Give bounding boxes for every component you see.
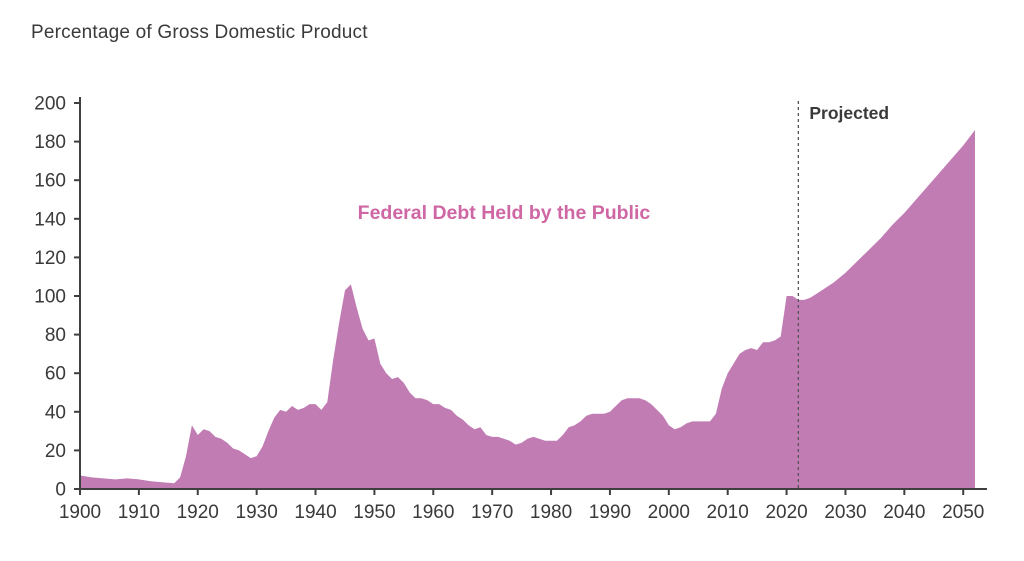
y-tick-label: 20 bbox=[45, 441, 66, 462]
x-tick-label: 2020 bbox=[765, 502, 807, 523]
x-tick-label: 1930 bbox=[236, 502, 278, 523]
y-tick-label: 140 bbox=[34, 209, 66, 230]
x-tick-label: 1990 bbox=[589, 502, 631, 523]
y-tick-label: 200 bbox=[34, 94, 66, 115]
y-tick-label: 60 bbox=[45, 364, 66, 385]
y-tick-label: 100 bbox=[34, 287, 66, 308]
x-tick-label: 1900 bbox=[59, 502, 101, 523]
x-tick-label: 1940 bbox=[294, 502, 336, 523]
x-tick-label: 1980 bbox=[530, 502, 572, 523]
y-tick-label: 160 bbox=[34, 171, 66, 192]
chart-title: Percentage of Gross Domestic Product bbox=[31, 22, 368, 43]
x-tick-label: 1950 bbox=[353, 502, 395, 523]
x-tick-label: 2050 bbox=[942, 502, 984, 523]
x-tick-label: 2040 bbox=[883, 502, 925, 523]
y-tick-label: 40 bbox=[45, 402, 66, 423]
x-tick-label: 1960 bbox=[412, 502, 454, 523]
x-tick-label: 2030 bbox=[824, 502, 866, 523]
x-tick-label: 2010 bbox=[707, 502, 749, 523]
y-tick-label: 0 bbox=[55, 480, 66, 501]
y-tick-label: 80 bbox=[45, 325, 66, 346]
y-tick-label: 120 bbox=[34, 248, 66, 269]
x-tick-label: 1920 bbox=[177, 502, 219, 523]
y-tick-label: 180 bbox=[34, 132, 66, 153]
x-tick-label: 2000 bbox=[648, 502, 690, 523]
debt-area-series bbox=[80, 130, 975, 489]
series-label: Federal Debt Held by the Public bbox=[358, 202, 651, 224]
x-tick-label: 1970 bbox=[471, 502, 513, 523]
x-tick-label: 1910 bbox=[118, 502, 160, 523]
projected-label: Projected bbox=[809, 103, 889, 123]
